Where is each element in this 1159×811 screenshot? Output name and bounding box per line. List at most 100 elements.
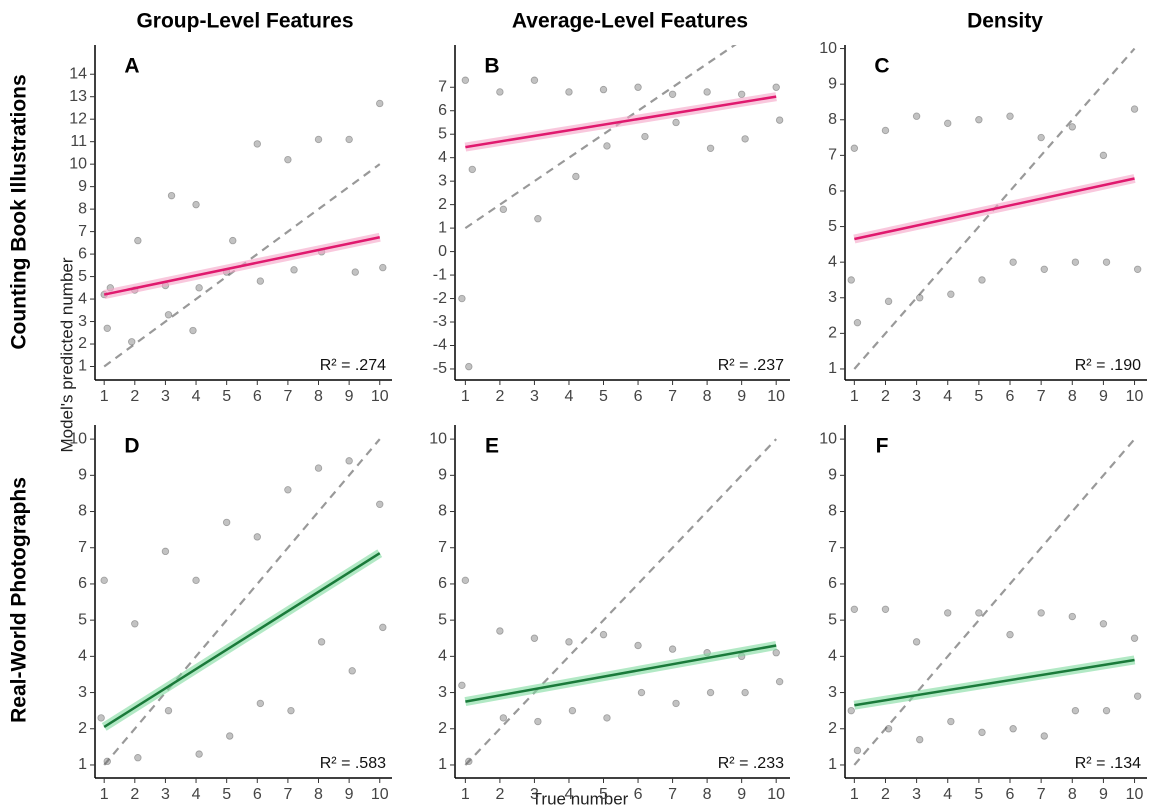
x-tick-label: 4 <box>192 786 201 803</box>
data-point <box>975 116 983 124</box>
y-tick-label: 2 <box>828 325 837 342</box>
data-point <box>568 706 577 715</box>
y-tick-label: 12 <box>69 110 87 127</box>
data-point <box>458 294 466 303</box>
x-tick-label: 9 <box>737 786 746 803</box>
x-tick-label: 3 <box>161 388 170 405</box>
plot-area <box>100 99 387 368</box>
x-tick-label: 7 <box>283 786 292 803</box>
data-point <box>1099 151 1108 160</box>
data-point <box>534 717 542 726</box>
y-tick-label: 0 <box>438 243 447 260</box>
x-tick-label: 5 <box>222 786 231 803</box>
y-tick-label: 3 <box>828 684 837 701</box>
panel: 1 2 3 4 5 6 7 8 9 10 1 2 3 4 5 6 7 8 9 10 F R² = .134 <box>819 425 1147 803</box>
data-point <box>465 362 473 371</box>
data-point <box>847 706 855 715</box>
y-tick-label: 9 <box>78 467 87 484</box>
data-point <box>314 135 323 144</box>
y-tick-label: 6 <box>78 575 87 592</box>
data-point <box>499 205 508 214</box>
data-point <box>599 630 608 639</box>
x-tick-label: 10 <box>371 786 389 803</box>
y-tick-label: 1 <box>438 219 447 236</box>
x-tick-label: 2 <box>495 786 504 803</box>
panel-label: A <box>124 55 139 78</box>
data-point <box>465 757 473 766</box>
data-point <box>916 735 924 744</box>
y-tick-label: 3 <box>828 289 837 306</box>
y-tick-label: 2 <box>438 196 447 213</box>
column-title: Average-Level Features <box>512 10 748 33</box>
data-point <box>1006 630 1014 639</box>
data-point <box>1130 634 1139 642</box>
data-point <box>379 263 387 272</box>
data-point <box>944 119 952 128</box>
y-tick-label: 2 <box>828 720 837 737</box>
y-tick-label: 5 <box>828 611 837 628</box>
y-tick-label: 2 <box>78 335 87 352</box>
y-tick-label: 8 <box>438 503 447 520</box>
x-tick-label: 4 <box>943 388 952 405</box>
y-tick-label: 3 <box>78 313 87 330</box>
y-tick-label: 10 <box>429 430 447 447</box>
identity-line <box>103 438 381 766</box>
x-tick-label: 1 <box>850 388 859 405</box>
data-point <box>916 294 924 302</box>
x-tick-label: 4 <box>565 388 574 405</box>
y-tick-label: 3 <box>438 684 447 701</box>
y-tick-label: 7 <box>438 539 447 556</box>
panel-label: C <box>874 55 889 78</box>
x-tick-label: 3 <box>912 388 921 405</box>
data-point <box>195 750 203 758</box>
data-point <box>1099 620 1108 628</box>
x-tick-label: 10 <box>371 388 389 405</box>
fit-line <box>854 177 1135 241</box>
identity-line <box>464 438 777 766</box>
y-tick-label: 13 <box>69 88 87 105</box>
y-tick-label: 9 <box>438 467 447 484</box>
data-point <box>634 641 642 650</box>
x-tick-label: 10 <box>767 786 785 803</box>
y-tick-label: 10 <box>69 155 87 172</box>
data-point <box>128 338 136 346</box>
data-point <box>192 200 200 209</box>
row-title: Counting Book Illustrations <box>8 74 31 349</box>
fit-line <box>854 658 1135 707</box>
x-tick-label: 1 <box>100 786 109 803</box>
data-point <box>253 140 261 148</box>
r-squared: R² = .237 <box>718 357 784 374</box>
data-point <box>496 627 504 635</box>
y-tick-label: 3 <box>438 172 447 189</box>
data-point <box>641 132 649 141</box>
y-tick-label: 7 <box>438 78 447 95</box>
x-tick-label: 10 <box>1126 786 1144 803</box>
y-tick-label: 6 <box>828 182 837 199</box>
data-point <box>634 83 642 91</box>
data-point <box>1071 258 1080 266</box>
data-point <box>565 88 573 96</box>
plot-area <box>847 47 1142 370</box>
data-point <box>1130 105 1139 113</box>
data-point <box>978 276 986 284</box>
fit-line <box>465 644 777 703</box>
y-tick-label: 4 <box>828 253 837 270</box>
panel: 1 2 3 4 5 6 7 8 9 10 1 2 3 4 5 6 7 8 9 10 E R² = .233 <box>429 425 790 803</box>
x-tick-label: 9 <box>345 388 354 405</box>
data-point <box>775 677 784 686</box>
plot-area <box>458 45 784 371</box>
data-point <box>348 667 356 675</box>
y-tick-label: 1 <box>78 358 87 375</box>
y-tick-label: 5 <box>78 268 87 285</box>
x-tick-label: 7 <box>1037 388 1046 405</box>
y-tick-label: 14 <box>69 65 87 82</box>
data-point <box>850 605 859 613</box>
data-point <box>975 609 983 617</box>
r-squared: R² = .583 <box>320 755 386 772</box>
data-point <box>1133 265 1142 273</box>
x-tick-label: 5 <box>222 388 231 405</box>
data-point <box>222 518 231 527</box>
y-tick-label: 5 <box>828 218 837 235</box>
data-point <box>461 76 470 84</box>
data-point <box>978 728 986 737</box>
